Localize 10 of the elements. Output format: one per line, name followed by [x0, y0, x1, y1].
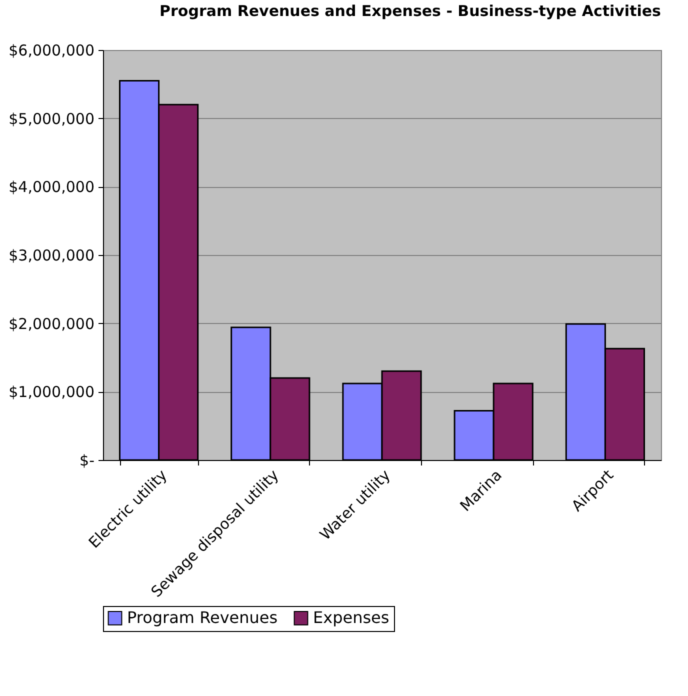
chart-title: Program Revenues and Expenses - Business-type Activities	[160, 2, 662, 20]
y-tick-label: $1,000,000	[8, 383, 94, 402]
y-tick-label: $6,000,000	[8, 42, 94, 60]
y-tick-label: $2,000,000	[8, 314, 94, 333]
y-tick-label: $5,000,000	[8, 110, 94, 128]
y-tick-label: $4,000,000	[8, 178, 94, 196]
legend-label: Program Revenues	[127, 608, 278, 628]
y-tick-label: $-	[80, 452, 94, 470]
y-tick-label: $3,000,000	[8, 246, 94, 264]
legend-label: Expenses	[313, 608, 390, 628]
